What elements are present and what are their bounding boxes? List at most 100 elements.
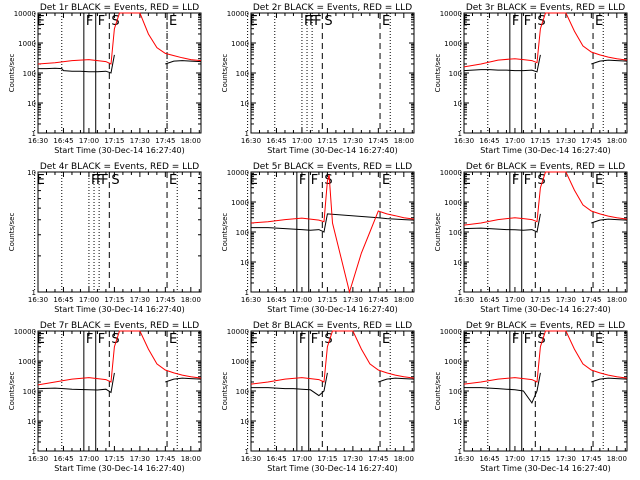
event-marker-label: S — [111, 173, 119, 188]
detector-panel: Det 9r BLACK = Events, RED = LLD 1 10 100 10… — [434, 321, 628, 473]
event-marker-label: F — [304, 14, 311, 29]
event-marker-label: E — [463, 332, 471, 347]
panel-title: Det 1r BLACK = Events, RED = LLD — [40, 3, 199, 13]
x-tick-label: 17:00 — [79, 455, 99, 463]
event-marker-label: F — [96, 173, 103, 188]
events-series-line — [251, 213, 415, 233]
panel-title: Det 5r BLACK = Events, RED = LLD — [253, 162, 412, 172]
event-marker-label: F — [524, 14, 531, 29]
x-tick-label: 17:00 — [79, 296, 99, 304]
x-tick-label: 16:45 — [53, 137, 73, 145]
event-marker-label: E — [382, 173, 390, 188]
x-axis-label: Start Time (30-Dec-14 16:27:40) — [267, 305, 398, 314]
x-tick-label: 18:00 — [607, 296, 627, 304]
y-axis-label: Counts/sec — [434, 213, 442, 252]
x-tick-label: 16:45 — [479, 455, 499, 463]
detector-panel: Det 2r BLACK = Events, RED = LLD 1 10 100 10… — [221, 3, 415, 155]
event-marker-label: F — [524, 173, 531, 188]
event-marker-label: F — [299, 332, 306, 347]
event-marker-label: F — [101, 173, 108, 188]
event-marker-label: S — [537, 14, 545, 29]
y-tick-label: 1000 — [444, 358, 462, 366]
plot-frame — [463, 171, 628, 293]
x-axis-label: Start Time (30-Dec-14 16:27:40) — [54, 146, 185, 155]
event-marker-label: F — [299, 173, 306, 188]
detector-panel: Det 4r BLACK = Events, RED = LLD 1 10 16:30… — [8, 162, 202, 314]
x-tick-label: 17:15 — [317, 296, 337, 304]
x-tick-label: 18:00 — [394, 296, 414, 304]
event-marker-label: F — [314, 14, 321, 29]
x-tick-label: 17:30 — [130, 455, 150, 463]
y-tick-label: 10 — [453, 100, 462, 108]
x-tick-label: 17:30 — [343, 296, 363, 304]
y-tick-label: 100 — [449, 388, 462, 396]
x-tick-label: 16:45 — [479, 296, 499, 304]
y-tick-label: 10000 — [227, 328, 249, 336]
x-tick-label: 17:00 — [292, 296, 312, 304]
x-axis-label: Start Time (30-Dec-14 16:27:40) — [480, 464, 611, 473]
x-tick-label: 16:30 — [28, 137, 48, 145]
x-tick-label: 18:00 — [607, 455, 627, 463]
event-marker-label: E — [169, 14, 177, 29]
plot-frame — [250, 171, 415, 293]
y-tick-label: 10 — [240, 259, 249, 267]
x-tick-label: 17:15 — [530, 455, 550, 463]
detector-panel: Det 7r BLACK = Events, RED = LLD 1 10 100 10… — [8, 321, 202, 473]
event-marker-label: F — [86, 332, 93, 347]
y-tick-label: 1 — [458, 130, 462, 138]
event-marker-label: E — [250, 332, 258, 347]
x-tick-label: 17:30 — [130, 137, 150, 145]
y-tick-label: 100 — [23, 70, 36, 78]
x-axis-label: Start Time (30-Dec-14 16:27:40) — [267, 146, 398, 155]
x-tick-label: 17:15 — [317, 137, 337, 145]
x-tick-label: 17:45 — [155, 296, 175, 304]
event-marker-label: S — [111, 332, 119, 347]
event-marker-label: F — [98, 14, 105, 29]
y-tick-label: 10 — [453, 259, 462, 267]
y-tick-label: 10000 — [440, 169, 462, 177]
x-tick-label: 18:00 — [181, 296, 201, 304]
event-marker-label: E — [595, 173, 603, 188]
x-tick-label: 17:45 — [581, 296, 601, 304]
y-tick-label: 10 — [27, 418, 36, 426]
lld-series-line — [250, 174, 415, 294]
x-axis-label: Start Time (30-Dec-14 16:27:40) — [54, 464, 185, 473]
x-tick-label: 17:30 — [556, 455, 576, 463]
x-tick-label: 17:00 — [79, 137, 99, 145]
lld-series-line — [37, 330, 202, 386]
y-tick-label: 1 — [32, 130, 36, 138]
x-tick-label: 16:30 — [454, 137, 474, 145]
event-marker-label: E — [250, 173, 258, 188]
x-tick-label: 18:00 — [394, 137, 414, 145]
event-marker-label: E — [382, 14, 390, 29]
y-tick-label: 1000 — [18, 358, 36, 366]
event-marker-label: E — [463, 173, 471, 188]
x-tick-label: 17:15 — [104, 296, 124, 304]
event-marker-label: E — [595, 14, 603, 29]
y-tick-label: 100 — [236, 388, 249, 396]
x-tick-label: 16:30 — [28, 455, 48, 463]
event-marker-label: E — [169, 332, 177, 347]
y-axis-label: Counts/sec — [434, 54, 442, 93]
x-tick-label: 18:00 — [181, 137, 201, 145]
panel-title: Det 2r BLACK = Events, RED = LLD — [253, 3, 412, 13]
event-marker-label: F — [86, 14, 93, 29]
x-axis-label: Start Time (30-Dec-14 16:27:40) — [267, 464, 398, 473]
x-tick-label: 16:45 — [266, 296, 286, 304]
x-tick-label: 16:45 — [53, 296, 73, 304]
y-tick-label: 100 — [449, 70, 462, 78]
event-marker-label: F — [512, 332, 519, 347]
y-axis-label: Counts/sec — [434, 372, 442, 411]
x-tick-label: 16:30 — [28, 296, 48, 304]
y-tick-label: 10000 — [440, 328, 462, 336]
lld-series-line — [463, 12, 628, 68]
plot-frame — [37, 330, 202, 452]
y-tick-label: 100 — [449, 229, 462, 237]
x-tick-label: 16:45 — [53, 455, 73, 463]
x-tick-label: 17:15 — [530, 137, 550, 145]
x-tick-label: 16:45 — [266, 137, 286, 145]
y-tick-label: 1 — [245, 130, 249, 138]
x-tick-label: 16:30 — [241, 296, 261, 304]
x-tick-label: 18:00 — [181, 455, 201, 463]
x-tick-label: 17:30 — [556, 137, 576, 145]
